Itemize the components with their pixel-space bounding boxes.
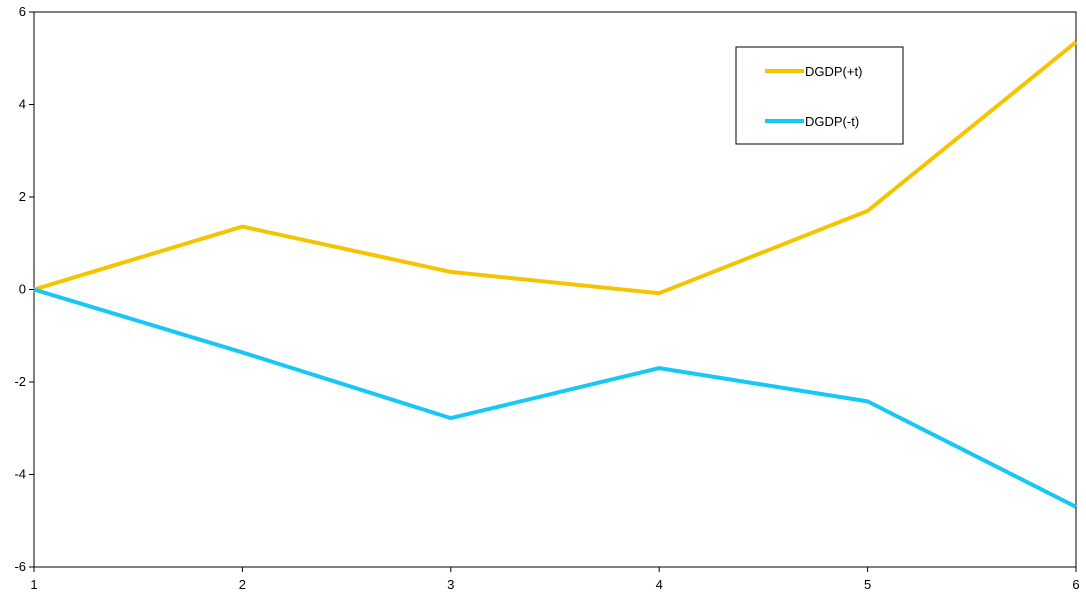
- y-tick-label: 4: [19, 97, 26, 112]
- x-tick-label: 5: [864, 577, 871, 592]
- plot-frame: [33, 11, 1077, 568]
- series-line-1: [33, 40, 1078, 296]
- y-tick-label: -6: [14, 559, 26, 574]
- y-tick-label: -4: [14, 467, 26, 482]
- x-tick-label: 6: [1072, 577, 1079, 592]
- x-tick-label: 3: [447, 577, 454, 592]
- y-tick-label: 6: [19, 4, 26, 19]
- y-tick-label: 2: [19, 189, 26, 204]
- axes: -6 -4 -2 0 2 4 6 1 2 3 4 5 6: [14, 4, 1079, 592]
- legend-label: DGDP(+t): [805, 64, 862, 79]
- series-lines: [33, 40, 1078, 509]
- x-tick-label: 1: [30, 577, 37, 592]
- legend-label: DGDP(-t): [805, 114, 859, 129]
- x-tick-label: 4: [656, 577, 663, 592]
- series-line-2: [33, 287, 1077, 509]
- y-tick-label: 0: [19, 282, 26, 297]
- y-tick-label: -2: [14, 374, 26, 389]
- x-tick-label: 2: [239, 577, 246, 592]
- legend: DGDP(+t) DGDP(-t): [735, 46, 904, 145]
- legend-box: [735, 46, 904, 145]
